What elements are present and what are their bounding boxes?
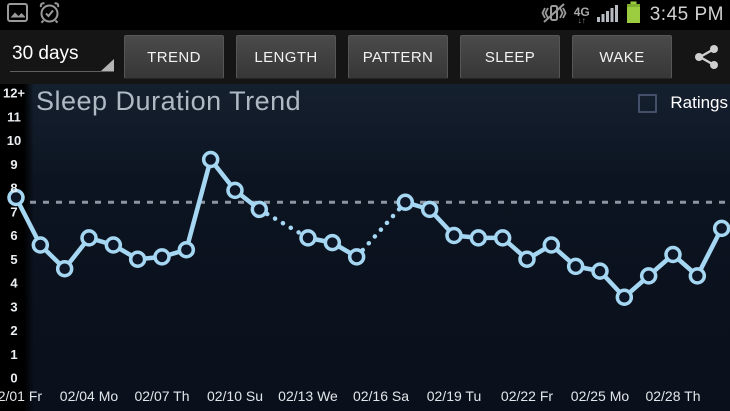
data-point-03/01 [688,267,707,285]
x-tick-label: 02/07 Th [134,388,189,404]
pattern-button[interactable]: PATTERN [348,35,448,79]
data-point-03/02 [712,219,730,238]
data-point-02/08 [177,241,196,259]
data-point-02/23 [542,236,561,254]
spinner-dropdown-caret [101,59,114,71]
ratings-checkbox[interactable] [638,93,658,113]
y-tick-label: 9 [10,157,17,172]
x-tick-label: 02/04 Mo [60,388,119,404]
trend-button[interactable]: TREND [124,35,224,79]
data-point-02/10 [226,181,244,200]
data-point-02/21 [493,229,512,247]
y-tick-label: 0 [10,371,17,386]
data-point-02/06 [128,250,147,268]
date-range-selector[interactable]: 30 days [6,35,116,79]
data-point-02/26 [615,288,634,306]
vibrate-icon [541,1,567,30]
y-tick-label: 8 [10,181,17,196]
status-left-icons [6,0,62,30]
data-point-02/28 [664,245,682,264]
data-point-02/25 [591,262,609,280]
y-tick-label: 1 [10,347,17,362]
data-point-02/05 [104,236,123,254]
network-type-label: 4G [573,4,590,19]
length-button[interactable]: LENGTH [236,35,336,79]
data-point-02/03 [55,260,74,278]
date-range-value: 30 days [12,43,79,64]
chart-title: Sleep Duration Trend [36,86,302,116]
x-tick-label: 02/22 Fr [501,388,553,404]
y-tick-label: 3 [10,299,17,314]
y-tick-label: 2 [10,323,17,338]
ratings-label: Ratings [670,93,728,112]
sleep-button[interactable]: SLEEP [460,35,560,79]
x-tick-label: 02/16 Sa [353,388,409,404]
trend-line-dotted-segment [354,200,408,260]
x-tick-label: 02/28 Th [645,388,700,404]
clock-time: 3:45 PM [649,4,724,25]
y-tick-label: 4 [10,276,18,291]
trend-line-dotted-segment [257,207,311,241]
status-bar: 4G ↓↑ 3:45 PM [0,0,730,30]
y-tick-label: 12+ [3,86,25,101]
y-tick-label: 10 [7,133,21,148]
toolbar-buttons: TREND LENGTH PATTERN SLEEP WAKE [124,35,672,79]
data-point-02/20 [469,229,488,247]
toolbar: 30 days TREND LENGTH PATTERN SLEEP WAKE [0,30,730,84]
y-axis-strip [0,84,34,411]
status-right-icons: 4G ↓↑ 3:45 PM [541,1,724,30]
gallery-notification-icon [6,1,29,29]
x-tick-label: 02/25 Mo [571,388,630,404]
y-tick-label: 6 [10,228,17,243]
alarm-clock-icon [37,0,62,30]
x-tick-label: 02/19 Tu [427,388,482,404]
data-point-02/07 [153,248,171,266]
data-point-02/01 [7,188,25,207]
data-point-02/13 [299,229,317,247]
wake-button[interactable]: WAKE [572,35,672,79]
trend-line-segment [184,157,213,252]
data-point-02/24 [566,257,585,276]
data-point-02/22 [518,250,536,268]
y-tick-label: 5 [10,252,17,267]
share-icon [695,45,718,69]
trend-line-segment [695,226,724,279]
data-point-02/27 [639,267,658,285]
data-point-02/11 [250,200,269,219]
ratings-toggle[interactable]: Ratings [638,93,728,113]
x-tick-label: 02/10 Su [207,388,263,404]
x-tick-label: 02/01 Fr [0,388,42,404]
trend-line-segment [13,195,43,248]
share-button[interactable] [692,42,722,72]
data-point-02/18 [420,200,439,219]
x-tick-label: 02/13 We [278,388,338,404]
y-tick-label: 7 [10,204,17,219]
y-tick-label: 11 [7,109,21,124]
data-point-02/19 [445,226,463,245]
network-4g-icon: 4G ↓↑ [574,6,590,25]
data-point-02/15 [347,248,366,266]
data-point-02/04 [80,229,98,247]
data-activity-arrows: ↓↑ [577,15,586,25]
data-point-02/02 [31,236,50,254]
signal-strength-icon [596,3,619,28]
battery-icon [626,1,641,29]
data-point-02/14 [323,233,342,252]
data-point-02/09 [201,150,220,169]
data-point-02/17 [396,193,415,211]
spinner-underline [10,71,114,72]
